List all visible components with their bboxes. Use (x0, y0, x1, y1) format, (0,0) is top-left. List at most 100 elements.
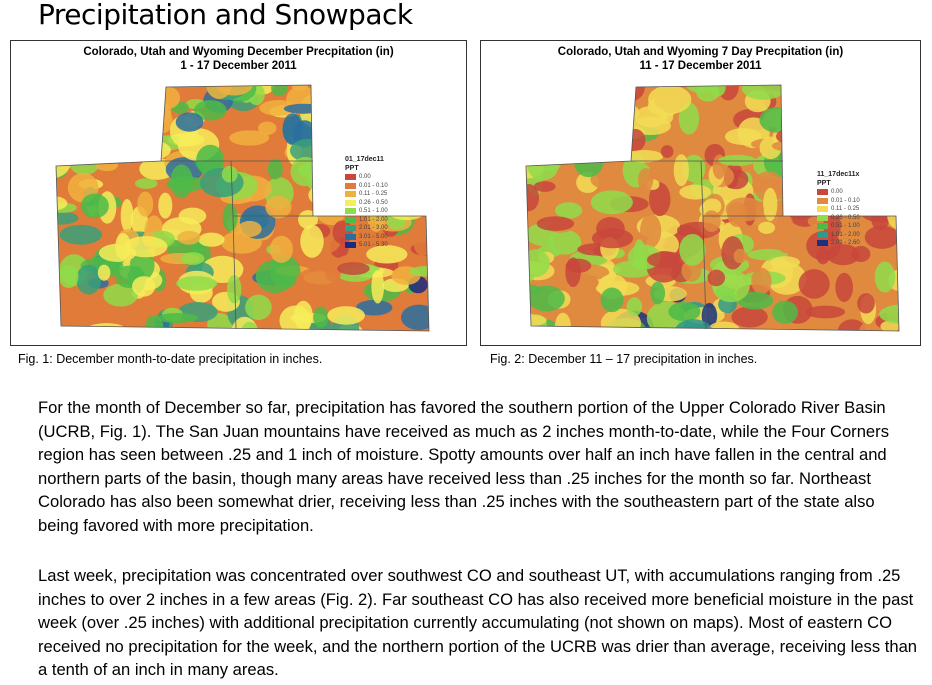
precip-region (91, 106, 117, 139)
precip-region (626, 297, 643, 317)
legend-item: 1.01 - 2.00 (817, 231, 860, 240)
precip-region (371, 269, 385, 304)
legend-item: 0.11 - 0.25 (345, 190, 388, 199)
precip-region (196, 144, 225, 176)
precip-region (859, 145, 878, 169)
precip-region (156, 312, 199, 324)
precip-region (295, 267, 340, 294)
precip-region (177, 230, 201, 245)
precip-region (222, 203, 238, 232)
precip-region (395, 144, 429, 172)
precip-region (101, 94, 124, 117)
legend-label: 2.01 - 3.00 (359, 225, 388, 231)
precip-region (818, 89, 848, 118)
precip-region (679, 233, 706, 266)
precip-region (97, 264, 111, 281)
precip-region (600, 287, 624, 313)
precip-region (802, 127, 826, 146)
precip-region (409, 265, 429, 277)
precip-region (874, 119, 899, 145)
legend-swatch (345, 174, 356, 181)
paragraph-1: For the month of December so far, precip… (38, 398, 889, 535)
precip-region (674, 319, 713, 331)
legend-swatch (817, 231, 828, 238)
legend-swatch (345, 191, 356, 198)
precip-region (590, 169, 621, 189)
precip-region (881, 134, 899, 154)
precip-region (401, 304, 429, 331)
legend-swatch (817, 240, 828, 247)
state-boundary (230, 160, 234, 217)
precip-region (591, 115, 624, 142)
precip-region (412, 223, 429, 257)
precip-region (56, 125, 69, 150)
state-boundary (525, 84, 900, 332)
precip-region (718, 154, 757, 166)
precip-region (831, 85, 846, 106)
legend-item: 0.01 - 0.10 (345, 182, 388, 191)
precip-region (648, 85, 692, 115)
precip-region (91, 85, 105, 96)
precip-region (402, 97, 417, 111)
precip-region (95, 110, 129, 121)
precip-region (412, 174, 429, 206)
legend-item: 0.26 - 0.50 (345, 199, 388, 208)
legend-label: 0.00 (359, 174, 371, 180)
precip-region (193, 100, 227, 121)
precip-region (597, 101, 640, 124)
precip-region (349, 121, 387, 134)
map-legend: 01_17dec11 PPT 0.00 0.01 - 0.10 0.11 - 0.25 0… (345, 156, 388, 250)
legend-swatch (817, 214, 828, 221)
precip-region (864, 225, 899, 249)
precip-region (170, 164, 193, 199)
precip-region (603, 138, 616, 152)
legend-swatch (817, 206, 828, 213)
precip-region (880, 166, 899, 196)
precip-region (181, 252, 205, 265)
legend-item: 0.00 (345, 173, 388, 182)
legend-swatch (345, 216, 356, 223)
precip-region (590, 190, 633, 215)
precip-region (573, 109, 609, 129)
precip-region (279, 305, 312, 331)
precip-region (769, 256, 801, 269)
precip-region (89, 122, 104, 137)
precip-region (327, 306, 365, 325)
precip-region (751, 267, 772, 295)
precip-map-image (55, 84, 430, 332)
precip-region (151, 108, 173, 134)
legend-label: 0.51 - 1.00 (831, 223, 860, 229)
precip-region (703, 198, 722, 215)
precip-region (649, 182, 671, 217)
precip-region (56, 144, 71, 179)
precip-region (112, 98, 157, 125)
precip-region (120, 199, 134, 233)
state-boundary (702, 215, 707, 330)
precip-region (864, 155, 892, 173)
precip-region (733, 248, 747, 264)
precip-region (580, 101, 612, 118)
precip-region (175, 112, 204, 132)
precip-region (258, 121, 277, 136)
map-subtitle: 11 - 17 December 2011 (639, 60, 762, 72)
precip-region (137, 191, 154, 217)
precip-region (71, 93, 94, 104)
precip-region (832, 85, 852, 91)
precip-region (587, 85, 613, 99)
precip-region (612, 107, 626, 121)
legend-item: 0.51 - 1.00 (817, 222, 860, 231)
precip-region (826, 244, 860, 266)
legend-label: 0.01 - 0.10 (359, 182, 388, 189)
precip-region (759, 107, 795, 133)
precip-region (882, 99, 899, 130)
precip-region (866, 87, 881, 106)
precip-region (221, 165, 238, 183)
legend-title: 11_17dec11x (817, 171, 860, 178)
legend-label: 5.01 - 5.30 (359, 242, 388, 248)
precip-region (267, 158, 283, 180)
precip-region (176, 276, 218, 291)
precip-region (526, 148, 535, 163)
legend-title: 01_17dec11 (345, 156, 384, 163)
precip-region (533, 181, 556, 192)
legend-label: 0.26 - 0.50 (831, 214, 860, 221)
